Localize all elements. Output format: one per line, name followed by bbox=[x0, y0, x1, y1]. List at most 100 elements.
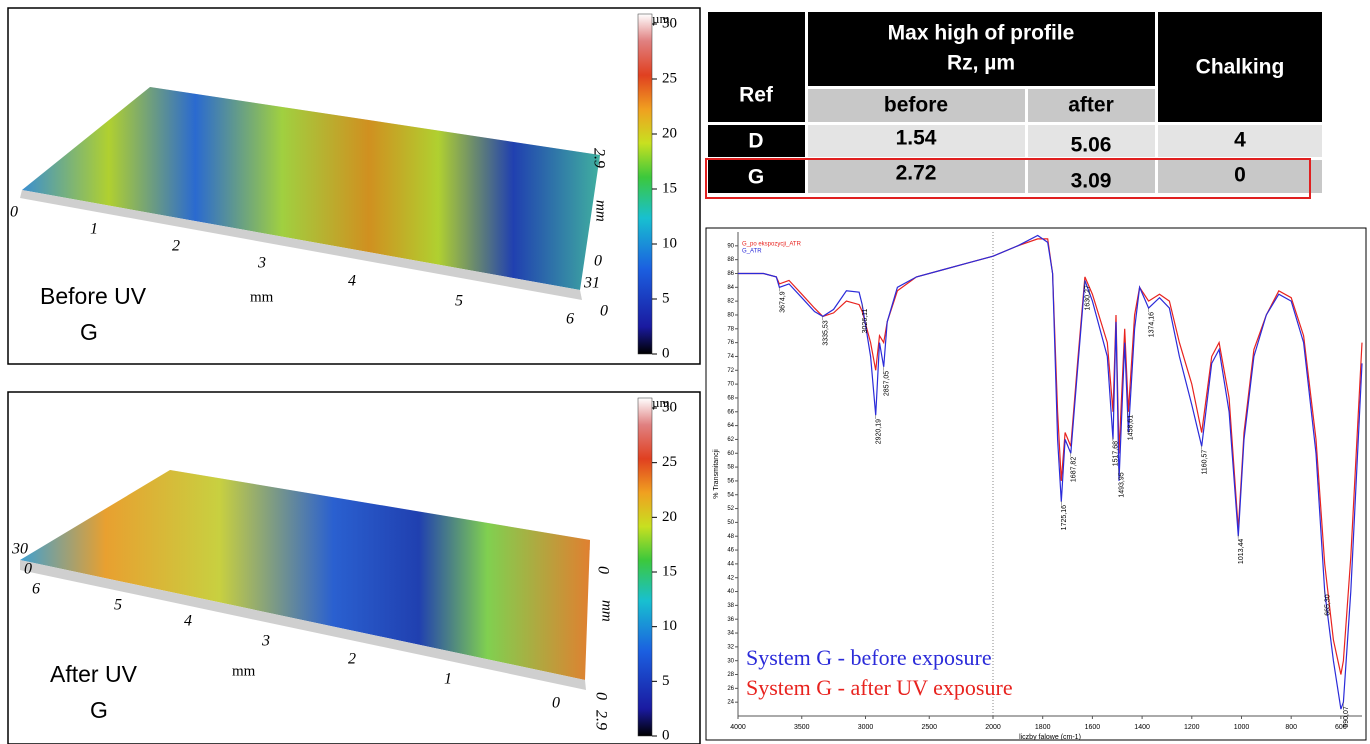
row-cell bbox=[808, 160, 1322, 193]
x-tick-label: 4 bbox=[184, 613, 192, 630]
colorbar bbox=[637, 397, 653, 737]
spectrum: 24 26 28 30 32 34 36 38 40 42 44 46 48 50 52 54 56 58 60 62… bbox=[713, 232, 1363, 741]
side-tick-label: 0 bbox=[24, 561, 32, 578]
side-tick-label: 2.9 bbox=[592, 710, 609, 730]
cell-text: 1.54 bbox=[896, 127, 937, 150]
colorbar-label: 5 bbox=[662, 673, 670, 689]
y-tick-label: 26 bbox=[727, 686, 734, 692]
cell-text: 5.06 bbox=[1071, 134, 1112, 157]
y-tick-label: 82 bbox=[727, 299, 734, 305]
colorbar-label: 30 bbox=[662, 15, 677, 31]
y-tick-label: 90 bbox=[727, 243, 734, 249]
overlay-legend: System G - before exposure bbox=[746, 645, 992, 670]
y-tick-label: 86 bbox=[727, 271, 734, 277]
ref-cell bbox=[708, 160, 805, 193]
x-tick-label: 1400 bbox=[1134, 724, 1150, 731]
x-tick-label: 5 bbox=[455, 293, 463, 310]
colorbar-label: 0 bbox=[662, 727, 670, 743]
cell-text: 2.72 bbox=[896, 162, 937, 185]
legend-entry: G_po ekspozycji_ATR bbox=[742, 242, 802, 248]
peak-label: 3335,53 bbox=[823, 320, 830, 345]
y-tick-label: 56 bbox=[727, 478, 734, 484]
x-tick-label: 2500 bbox=[921, 724, 937, 731]
y-tick-label: 50 bbox=[727, 520, 734, 526]
x-tick-label: 6 bbox=[566, 311, 574, 328]
caption: G bbox=[80, 319, 98, 345]
y-tick-label: 32 bbox=[727, 644, 734, 650]
colorbar-label: 30 bbox=[662, 399, 677, 415]
cell-text: D bbox=[748, 130, 763, 153]
header-text: Chalking bbox=[1196, 56, 1285, 79]
x-tick-label: 3 bbox=[261, 633, 270, 650]
x-tick-label: 2 bbox=[348, 651, 356, 668]
cell-text: 0 bbox=[1234, 164, 1246, 187]
y-tick-label: 42 bbox=[727, 575, 734, 581]
y-tick-label: 48 bbox=[727, 534, 734, 540]
peak-label: 1630,27 bbox=[1085, 285, 1092, 310]
y-tick-label: 28 bbox=[727, 672, 734, 678]
peak-label: 1013,44 bbox=[1238, 539, 1245, 564]
side-tick-label: 0 bbox=[594, 253, 602, 270]
table: Ref Max high of profile Rz, µm Chalking … bbox=[705, 12, 1322, 199]
x-tick-label: 4000 bbox=[730, 724, 746, 731]
side-tick-label: 0 bbox=[600, 303, 608, 320]
cell-text: 4 bbox=[1234, 129, 1246, 152]
colorbar-label: 20 bbox=[662, 509, 677, 525]
caption: Before UV bbox=[40, 283, 147, 309]
peak-label: 1687,82 bbox=[1070, 457, 1077, 482]
peak-label: 3026,11 bbox=[862, 308, 869, 333]
peak-label: 590,07 bbox=[1343, 706, 1350, 728]
y-tick-label: 66 bbox=[727, 409, 734, 415]
x-tick-label: 1200 bbox=[1184, 724, 1200, 731]
y-tick-label: 74 bbox=[727, 354, 734, 360]
side-tick-label: 0 bbox=[592, 692, 609, 700]
legend-entry: G_ATR bbox=[742, 249, 762, 255]
colorbar-label: 0 bbox=[662, 345, 670, 361]
x-tick-label: 2000 bbox=[985, 724, 1001, 731]
header-cell bbox=[708, 12, 805, 122]
y-tick-label: 52 bbox=[727, 506, 734, 512]
colorbar-label: 10 bbox=[662, 618, 677, 634]
spectrum-frame bbox=[705, 227, 1367, 741]
y-tick-label: 36 bbox=[727, 617, 734, 623]
x-tick-label: 3500 bbox=[794, 724, 810, 731]
y-tick-label: 76 bbox=[727, 340, 734, 346]
header-text: Rz, µm bbox=[947, 52, 1015, 75]
x-tick-label: 4 bbox=[348, 273, 356, 290]
y-axis-label: mm bbox=[599, 600, 615, 622]
x-tick-label: 3 bbox=[257, 255, 266, 272]
x-tick-label: 1 bbox=[444, 671, 452, 688]
x-tick-label: 800 bbox=[1285, 724, 1297, 731]
y-tick-label: 72 bbox=[727, 368, 734, 374]
caption: G bbox=[90, 697, 108, 723]
colorbar-label: 15 bbox=[662, 180, 677, 196]
x-axis-label: mm bbox=[232, 663, 256, 679]
peak-label: 1374,16 bbox=[1148, 312, 1155, 337]
x-tick-label: 0 bbox=[552, 695, 560, 712]
x-tick-label: 3000 bbox=[858, 724, 874, 731]
x-tick-label: 1600 bbox=[1085, 724, 1101, 731]
y-tick-label: 58 bbox=[727, 465, 734, 471]
x-tick-label: 2 bbox=[172, 238, 180, 255]
peak-label: 1725,16 bbox=[1061, 505, 1068, 530]
colorbar-label: 10 bbox=[662, 235, 677, 251]
y-tick-label: 60 bbox=[727, 451, 734, 457]
y-tick-label: 30 bbox=[727, 658, 734, 664]
surface bbox=[20, 470, 590, 680]
row-cell bbox=[808, 125, 1322, 157]
peak-label: 2920,19 bbox=[876, 419, 883, 444]
y-tick-label: 46 bbox=[727, 548, 734, 554]
y-tick-label: 68 bbox=[727, 396, 734, 402]
y-tick-label: 40 bbox=[727, 589, 734, 595]
y-tick-label: 80 bbox=[727, 313, 734, 319]
x-tick-label: 1000 bbox=[1234, 724, 1250, 731]
peak-label: 665,30 bbox=[1324, 594, 1331, 616]
peak-label: 2857,05 bbox=[884, 371, 891, 396]
ref-cell bbox=[708, 125, 805, 157]
x-tick-label: 1 bbox=[90, 221, 98, 238]
y-tick-label: 44 bbox=[727, 561, 734, 567]
peak-label: 3674,9 bbox=[779, 291, 786, 313]
header-text: after bbox=[1068, 94, 1114, 117]
unit: µm bbox=[652, 11, 670, 26]
